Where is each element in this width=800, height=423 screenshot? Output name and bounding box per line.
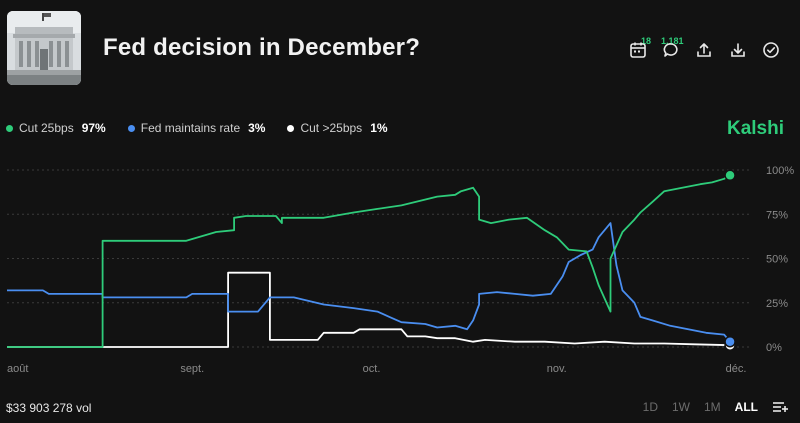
market-thumbnail (7, 11, 81, 85)
y-tick-label: 25% (766, 298, 788, 310)
legend-pct: 1% (370, 121, 388, 135)
comment-icon[interactable] (661, 40, 681, 60)
range-button-1d[interactable]: 1D (642, 400, 658, 414)
price-history-chart[interactable]: 0% 25% 50% 75% 100% août sept. oct. nov. déc. (0, 150, 800, 390)
legend-dot-icon (6, 124, 13, 132)
page-title: Fed decision in December? (103, 34, 421, 61)
range-button-1m[interactable]: 1M (704, 400, 721, 414)
calendar-count-badge: 18 (641, 36, 652, 46)
range-button-all[interactable]: ALL (734, 400, 758, 414)
legend-dot-icon (287, 124, 295, 132)
chart-legend: Cut 25bps 97% Fed maintains rate 3% Cut … (6, 121, 410, 135)
volume-label: $33 903 278 vol (6, 401, 92, 415)
legend-name: Cut 25bps (19, 121, 74, 135)
calendar-icon[interactable] (628, 40, 648, 60)
legend-pct: 3% (248, 121, 266, 135)
x-tick-label: oct. (363, 363, 381, 375)
chart-settings-icon[interactable] (772, 401, 788, 413)
legend-item-fed-maintains-rate[interactable]: Fed maintains rate 3% (127, 121, 266, 135)
y-tick-label: 50% (766, 254, 788, 266)
x-tick-label: sept. (180, 363, 204, 375)
series-line-fed-maintains-rate (7, 222, 731, 343)
x-tick-label: nov. (547, 363, 567, 375)
y-tick-label: 100% (766, 165, 794, 177)
download-icon[interactable] (728, 40, 748, 60)
series-line-cut-25bps (7, 174, 731, 348)
legend-dot-icon (127, 124, 135, 132)
legend-item-cut-25bps[interactable]: Cut 25bps 97% (6, 121, 106, 135)
range-button-1w[interactable]: 1W (672, 400, 690, 414)
x-tick-label: août (7, 363, 28, 375)
series-line-cut-25bps (7, 271, 731, 348)
y-tick-label: 75% (766, 209, 788, 221)
series-end-point (724, 335, 736, 348)
federal-reserve-building-image (7, 11, 81, 85)
time-range-selector: 1D 1W 1M ALL (629, 400, 788, 414)
x-tick-label: déc. (726, 363, 747, 375)
legend-item-cut-over-25bps[interactable]: Cut >25bps 1% (287, 121, 388, 135)
legend-name: Cut >25bps (300, 121, 363, 135)
series-end-point (724, 169, 736, 182)
y-tick-label: 0% (766, 342, 782, 354)
share-icon[interactable] (694, 40, 714, 60)
kalshi-logo: Kalshi (726, 118, 784, 139)
comments-count-badge: 1,181 (661, 36, 684, 46)
legend-pct: 97% (81, 121, 106, 135)
check-circle-icon[interactable] (761, 40, 781, 60)
legend-name: Fed maintains rate (140, 121, 241, 135)
